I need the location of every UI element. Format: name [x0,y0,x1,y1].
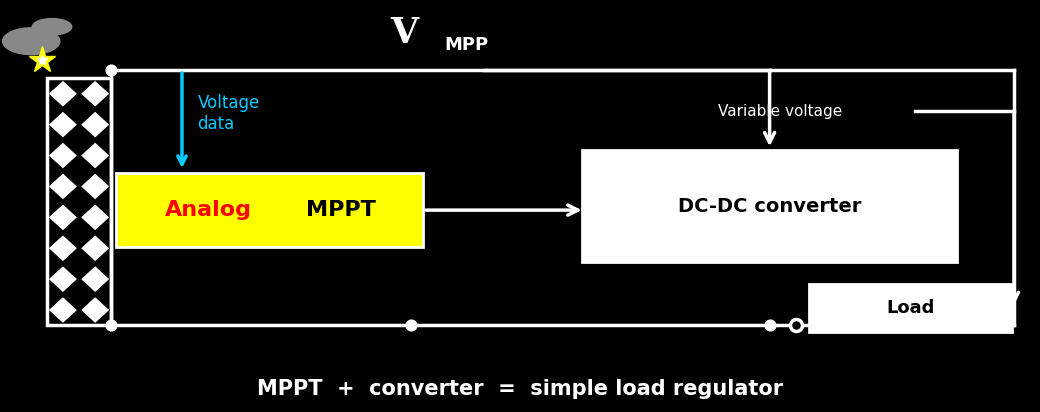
Text: Analog: Analog [165,200,252,220]
Text: MPP: MPP [444,36,488,54]
Polygon shape [48,142,78,169]
Polygon shape [80,204,110,231]
Point [402,322,419,329]
Polygon shape [80,142,110,169]
Polygon shape [48,204,78,231]
Text: V: V [390,16,418,50]
Point [787,322,804,329]
Polygon shape [80,80,110,108]
Text: DC-DC converter: DC-DC converter [678,197,861,215]
Polygon shape [80,111,110,138]
Polygon shape [80,235,110,262]
Polygon shape [80,173,110,200]
Point [761,322,778,329]
Text: Voltage
data: Voltage data [198,94,260,133]
Text: MPPT  +  converter  =  simple load regulator: MPPT + converter = simple load regulator [257,379,783,399]
Text: Load: Load [886,299,935,317]
Polygon shape [48,297,78,324]
Bar [47,78,111,325]
FancyBboxPatch shape [809,284,1012,332]
Polygon shape [48,173,78,200]
FancyBboxPatch shape [116,173,423,247]
Polygon shape [48,80,78,108]
Point [103,67,120,73]
Polygon shape [80,266,110,293]
Polygon shape [48,266,78,293]
Point [103,322,120,329]
Polygon shape [80,297,110,324]
Ellipse shape [2,28,60,55]
Text: MPPT: MPPT [306,200,375,220]
Ellipse shape [32,19,72,35]
Polygon shape [48,235,78,262]
Polygon shape [48,111,78,138]
Text: Variable voltage: Variable voltage [718,104,841,119]
FancyBboxPatch shape [582,150,957,262]
